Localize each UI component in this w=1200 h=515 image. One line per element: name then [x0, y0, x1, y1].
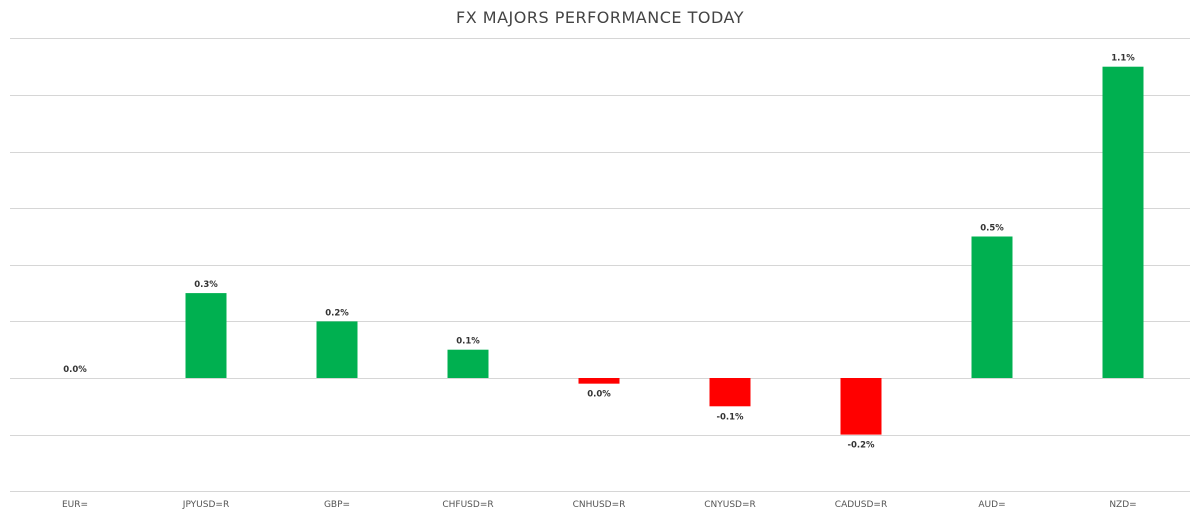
data-label: 0.5%	[980, 224, 1004, 234]
bar-nzd	[1102, 66, 1144, 378]
data-label: -0.2%	[847, 441, 875, 451]
x-tick-labels: EUR= JPYUSD=R GBP= CHFUSD=R CNHUSD=R CNYUSD=R…	[62, 500, 1137, 510]
chart-title: FX MAJORS PERFORMANCE TODAY	[456, 8, 744, 27]
x-tick-label: JPYUSD=R	[182, 500, 229, 510]
x-tick-label: AUD=	[978, 500, 1005, 510]
bar-cnyusd-r	[709, 378, 751, 407]
x-tick-label: CADUSD=R	[835, 500, 887, 510]
bars	[185, 66, 1144, 435]
data-label: 0.3%	[194, 280, 218, 290]
data-label: 0.1%	[456, 337, 480, 347]
x-tick-label: CNYUSD=R	[704, 500, 756, 510]
data-label: 0.0%	[587, 390, 611, 400]
x-tick-label: EUR=	[62, 500, 88, 510]
data-label: 0.2%	[325, 308, 349, 318]
bar-gbp	[316, 321, 358, 378]
bar-jpyusd-r	[185, 293, 227, 378]
x-tick-label: CHFUSD=R	[442, 500, 493, 510]
data-label: 1.1%	[1111, 54, 1135, 64]
data-label: -0.1%	[716, 412, 744, 422]
data-labels: 0.0% 0.3% 0.2% 0.1% 0.0% -0.1% -0.2% 0.5% 1.1%	[63, 54, 1135, 451]
bar-aud	[971, 236, 1013, 378]
bar-cadusd-r	[840, 378, 882, 435]
gridlines	[10, 38, 1190, 492]
x-tick-label: NZD=	[1109, 500, 1136, 510]
bar-chfusd-r	[447, 349, 489, 378]
x-tick-label: GBP=	[324, 500, 350, 510]
x-tick-label: CNHUSD=R	[573, 500, 626, 510]
bar-cnhusd-r	[578, 378, 620, 384]
data-label: 0.0%	[63, 365, 87, 375]
